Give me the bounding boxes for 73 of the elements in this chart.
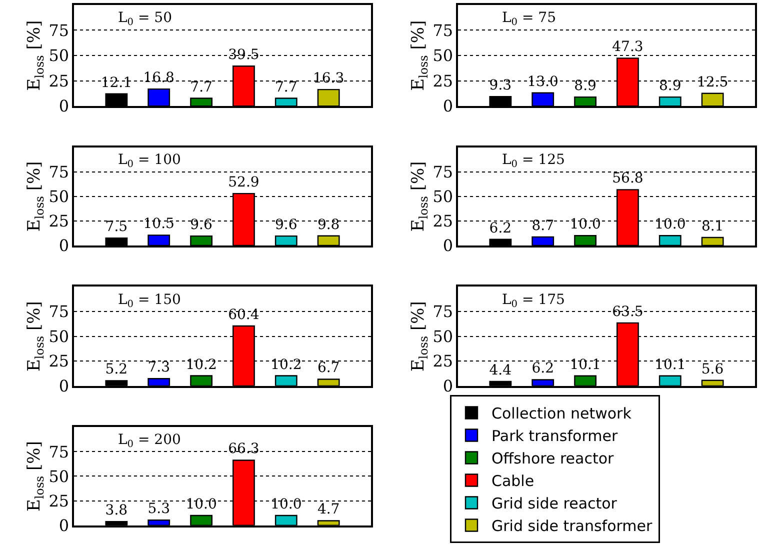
data-label: 60.4 bbox=[228, 306, 260, 323]
legend-label: Cable bbox=[492, 472, 534, 490]
y-tick-label: 75 bbox=[48, 442, 70, 462]
y-tick-label: 75 bbox=[432, 20, 454, 40]
data-label: 66.3 bbox=[228, 441, 260, 458]
data-label: 6.2 bbox=[489, 220, 512, 236]
data-label: 9.8 bbox=[317, 216, 340, 233]
data-label: 9.6 bbox=[274, 217, 298, 234]
legend-label: Grid side reactor bbox=[492, 494, 618, 513]
annotation: L$_{0}$ = 150 bbox=[118, 292, 181, 310]
data-label: 5.3 bbox=[148, 501, 170, 518]
y-tick-label: 0 bbox=[442, 96, 454, 116]
data-label: 5.6 bbox=[701, 361, 724, 378]
y-tick-label: 75 bbox=[48, 20, 70, 40]
data-label: 56.8 bbox=[612, 170, 644, 187]
data-label: 10.2 bbox=[270, 356, 302, 373]
data-label: 9.6 bbox=[190, 217, 212, 234]
data-label: 63.5 bbox=[612, 304, 644, 320]
y-tick-label: 25 bbox=[432, 352, 454, 371]
data-label: 6.7 bbox=[317, 360, 340, 376]
data-label: 10.0 bbox=[270, 496, 302, 513]
y-tick-label: 0 bbox=[58, 96, 70, 116]
y-tick-label: 75 bbox=[48, 162, 70, 182]
y-tick-label: 25 bbox=[432, 71, 454, 90]
data-label: 7.7 bbox=[275, 79, 298, 96]
data-label: 7.3 bbox=[148, 360, 170, 376]
data-label: 5.2 bbox=[105, 362, 128, 378]
y-tick-label: 50 bbox=[48, 466, 70, 486]
legend-label: Park transformer bbox=[492, 427, 618, 446]
y-tick-label: 75 bbox=[48, 302, 70, 322]
y-tick-label: 25 bbox=[48, 491, 70, 510]
annotation: L$_{0}$ = 50 bbox=[118, 10, 172, 28]
annotation: L$_{0}$ = 175 bbox=[502, 292, 565, 310]
data-label: 52.9 bbox=[228, 174, 260, 191]
legend-label: Grid side transformer bbox=[492, 517, 654, 536]
y-tick-label: 50 bbox=[432, 46, 454, 66]
y-tick-label: 25 bbox=[432, 212, 454, 231]
legend-label: Offshore reactor bbox=[492, 450, 615, 468]
y-tick-label: 0 bbox=[442, 376, 454, 396]
annotation: L$_{0}$ = 125 bbox=[502, 152, 565, 170]
y-tick-label: 50 bbox=[432, 186, 454, 206]
data-label: 3.8 bbox=[105, 502, 128, 519]
data-label: 12.1 bbox=[100, 74, 132, 91]
data-label: 6.2 bbox=[532, 360, 554, 377]
y-tick-label: 25 bbox=[48, 71, 70, 90]
data-label: 47.3 bbox=[612, 39, 644, 56]
data-label: 8.9 bbox=[659, 78, 682, 94]
y-tick-label: 25 bbox=[48, 352, 70, 371]
y-tick-label: 50 bbox=[432, 326, 454, 346]
data-label: 13.0 bbox=[527, 74, 558, 90]
y-tick-label: 50 bbox=[48, 326, 70, 346]
y-tick-label: 75 bbox=[432, 302, 454, 322]
annotation: L$_{0}$ = 200 bbox=[118, 432, 181, 450]
data-label: 4.4 bbox=[489, 362, 512, 379]
data-label: 39.5 bbox=[228, 47, 260, 64]
annotation: L$_{0}$ = 75 bbox=[502, 10, 556, 28]
data-label: 9.3 bbox=[489, 78, 512, 94]
y-tick-label: 0 bbox=[58, 376, 70, 396]
y-tick-label: 0 bbox=[442, 236, 454, 256]
y-tick-label: 0 bbox=[58, 236, 70, 256]
data-label: 12.5 bbox=[696, 74, 728, 90]
y-tick-label: 50 bbox=[48, 46, 70, 66]
y-tick-label: 25 bbox=[48, 212, 70, 231]
y-tick-label: 0 bbox=[58, 516, 70, 535]
legend-label: Collection network bbox=[492, 404, 632, 423]
annotation: L$_{0}$ = 100 bbox=[118, 152, 181, 170]
data-label: 8.9 bbox=[574, 78, 596, 94]
y-tick-label: 50 bbox=[48, 186, 70, 206]
data-label: 10.0 bbox=[654, 216, 686, 233]
data-label: 4.7 bbox=[317, 502, 340, 518]
y-tick-label: 75 bbox=[432, 162, 454, 182]
data-label: 7.7 bbox=[190, 79, 212, 96]
data-label: 16.3 bbox=[312, 70, 344, 87]
